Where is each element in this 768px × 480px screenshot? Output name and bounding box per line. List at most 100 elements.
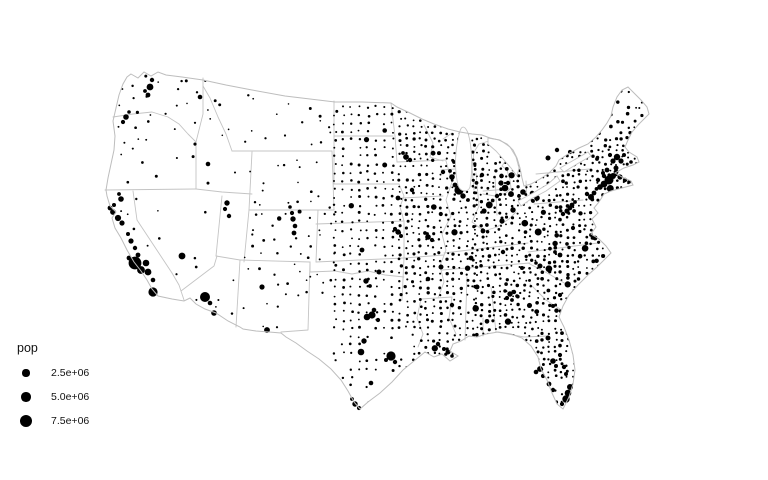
county-dot (516, 253, 518, 256)
county-dot (609, 272, 613, 275)
county-dot (445, 427, 447, 429)
county-dot (297, 209, 302, 214)
county-dot (645, 235, 648, 238)
county-dot (439, 178, 442, 181)
county-dot (412, 320, 415, 323)
county-dot (333, 114, 335, 117)
county-dot (560, 338, 564, 343)
county-dot (191, 67, 193, 69)
county-dot (632, 307, 636, 311)
county-dot (297, 294, 300, 297)
county-dot (292, 408, 296, 409)
county-dot (657, 112, 659, 114)
county-dot (616, 334, 619, 336)
county-dot (637, 210, 642, 214)
county-dot (572, 209, 576, 213)
county-dot (534, 406, 537, 409)
county-dot (640, 363, 645, 368)
county-dot (161, 358, 165, 361)
metro-dot (617, 174, 623, 180)
county-dot (619, 381, 623, 385)
metro-dot (545, 155, 551, 161)
county-dot (536, 240, 539, 243)
county-dot (609, 64, 612, 67)
county-dot (481, 394, 485, 398)
metro-dot (123, 114, 129, 120)
county-dot (494, 358, 497, 361)
county-dot (357, 262, 361, 265)
county-dot (98, 309, 100, 311)
county-dot (451, 85, 455, 89)
county-dot (367, 114, 371, 118)
county-dot (554, 284, 558, 288)
county-dot (555, 223, 558, 226)
county-dot (432, 339, 436, 343)
county-dot (634, 206, 636, 209)
county-dot (511, 90, 514, 93)
county-dot (500, 99, 504, 103)
county-dot (457, 253, 461, 257)
county-dot (507, 419, 509, 421)
county-dot (475, 203, 478, 206)
county-dot (659, 260, 661, 262)
metro-dot (588, 194, 594, 200)
county-dot (453, 218, 456, 221)
county-dot (391, 400, 393, 402)
county-dot (553, 169, 556, 172)
county-dot (578, 218, 581, 222)
county-dot (631, 346, 636, 350)
county-dot (195, 298, 198, 301)
county-dot (571, 94, 575, 98)
county-dot (258, 267, 261, 271)
metro-dot (407, 157, 413, 163)
county-dot (504, 125, 508, 129)
county-dot (221, 134, 224, 137)
county-dot (578, 224, 582, 228)
county-dot (650, 396, 652, 398)
metro-dot (114, 214, 122, 222)
county-dot (445, 99, 448, 101)
metro-dot (288, 205, 292, 209)
county-dot (115, 285, 118, 288)
county-dot (567, 78, 570, 80)
county-dot (375, 98, 378, 102)
state-border-line (195, 188, 253, 195)
county-dot (366, 129, 370, 133)
county-dot (639, 185, 642, 188)
county-dot (392, 179, 395, 181)
county-dot (628, 412, 630, 414)
county-dot (424, 152, 428, 156)
county-dot (427, 339, 430, 342)
county-dot (411, 399, 414, 402)
county-dot (597, 304, 600, 307)
county-dot (585, 198, 588, 201)
county-dot (616, 278, 619, 281)
county-dot (560, 426, 563, 429)
county-dot (616, 209, 619, 213)
county-dot (284, 293, 287, 296)
county-dot (250, 428, 252, 430)
county-dot (607, 411, 610, 414)
county-dot (652, 173, 656, 177)
county-dot (561, 82, 564, 85)
county-dot (588, 82, 593, 86)
county-dot (571, 253, 575, 257)
county-dot (518, 277, 521, 280)
county-dot (504, 76, 507, 79)
county-dot (584, 304, 588, 307)
county-dot (233, 389, 237, 392)
county-dot (307, 353, 310, 356)
county-dot (499, 358, 502, 362)
county-dot (515, 386, 523, 394)
county-dot (537, 334, 540, 337)
county-dot (391, 147, 394, 150)
county-dot (512, 119, 516, 123)
county-dot (523, 242, 526, 245)
county-dot (528, 400, 531, 403)
county-dot (432, 98, 435, 102)
county-dot (357, 73, 360, 76)
county-dot (566, 112, 569, 116)
county-dot (106, 221, 108, 225)
county-dot (647, 261, 649, 264)
county-dot (471, 139, 474, 142)
